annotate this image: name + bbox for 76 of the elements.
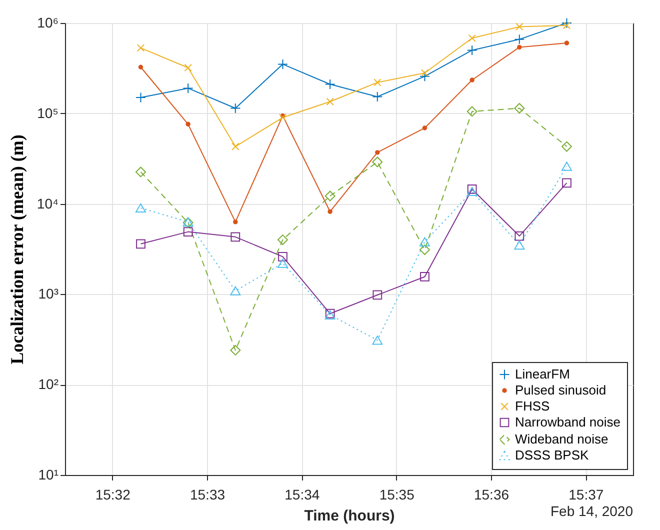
- y-tick-label: 10³: [38, 286, 59, 302]
- legend-label: DSSS BPSK: [515, 448, 590, 462]
- point: [230, 232, 240, 242]
- x-tick-label: 15:37: [568, 486, 604, 502]
- point: [561, 18, 572, 28]
- point: [419, 244, 430, 256]
- point: [516, 22, 524, 31]
- point: [135, 92, 146, 103]
- point: [182, 82, 194, 94]
- point: [233, 220, 238, 224]
- point: [230, 286, 241, 296]
- point: [277, 258, 288, 268]
- point: [278, 114, 287, 122]
- point: [135, 203, 146, 213]
- point: [136, 44, 145, 52]
- legend-label: FHSS: [515, 398, 550, 414]
- point: [324, 79, 336, 90]
- point: [470, 78, 474, 82]
- point: [419, 237, 430, 246]
- x-tick-label: 15:35: [379, 486, 415, 502]
- y-axis-title: Localization error (mean) (m): [6, 134, 27, 364]
- y-tick-label: 10⁵: [37, 104, 58, 121]
- point: [232, 142, 240, 150]
- point: [372, 290, 382, 300]
- y-tick-label: 10⁶: [37, 14, 58, 30]
- text: Feb 14, 2020: [550, 503, 634, 519]
- legend-label: Pulsed sinusoid: [515, 382, 606, 398]
- point: [230, 103, 241, 114]
- point: [468, 34, 476, 42]
- y-tick-label: 10⁴: [36, 195, 58, 212]
- point: [514, 103, 525, 114]
- point: [422, 126, 428, 130]
- legend-label: Narrowband noise: [515, 414, 621, 430]
- point: [326, 98, 334, 106]
- point: [564, 40, 570, 46]
- point: [466, 44, 478, 56]
- point: [375, 150, 380, 155]
- point: [277, 234, 288, 246]
- point: [184, 64, 192, 72]
- x-tick-label: 15:34: [284, 486, 320, 502]
- point: [186, 122, 190, 127]
- point: [514, 231, 524, 241]
- x-axis-title: Time (hours): [304, 508, 395, 524]
- point: [372, 336, 383, 345]
- point: [562, 178, 572, 188]
- y-tick-label: 10²: [38, 376, 59, 392]
- point: [561, 141, 572, 152]
- legend-label: Wideband noise: [515, 432, 608, 446]
- x-tick-label: 15:33: [190, 486, 226, 502]
- y-tick-label: 10¹: [38, 466, 59, 482]
- point: [419, 71, 430, 82]
- x-tick-label: 15:36: [474, 486, 510, 502]
- point: [183, 227, 193, 236]
- point: [230, 344, 241, 356]
- point: [562, 22, 571, 30]
- point: [324, 190, 336, 202]
- point: [514, 34, 525, 45]
- point: [467, 184, 477, 194]
- point: [420, 69, 429, 77]
- point: [135, 166, 146, 178]
- point: [517, 44, 522, 50]
- point: [561, 162, 572, 171]
- point: [420, 272, 430, 282]
- x-tick-label: 15:32: [95, 486, 131, 502]
- point: [136, 239, 146, 249]
- point: [277, 58, 288, 70]
- point: [372, 156, 383, 168]
- legend-label: LinearFM: [515, 366, 570, 382]
- point: [138, 64, 144, 70]
- point: [514, 240, 525, 250]
- point: [466, 186, 478, 196]
- point: [328, 209, 332, 214]
- point: [278, 252, 288, 262]
- point: [372, 91, 383, 102]
- point: [374, 78, 382, 86]
- point: [466, 106, 478, 117]
